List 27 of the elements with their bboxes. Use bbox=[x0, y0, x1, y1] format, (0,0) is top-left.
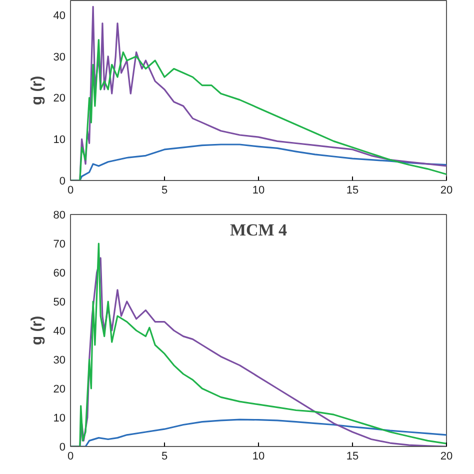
x-tick-label: 20 bbox=[440, 184, 453, 196]
x-tick-label: 5 bbox=[161, 450, 168, 462]
y-tick-label: 40 bbox=[53, 326, 66, 338]
y-tick-label: 40 bbox=[53, 10, 66, 22]
x-tick-label: 20 bbox=[440, 450, 453, 462]
x-tick-label: 15 bbox=[346, 450, 359, 462]
y-tick-label: 10 bbox=[53, 134, 66, 146]
x-tick-label: 15 bbox=[346, 184, 359, 196]
y-axis-title: g (r) bbox=[28, 316, 46, 346]
y-tick-label: 20 bbox=[53, 92, 66, 105]
y-axis-title: g (r) bbox=[28, 76, 46, 106]
x-tick-label: 10 bbox=[252, 184, 265, 196]
y-tick-label: 0 bbox=[59, 442, 66, 454]
x-tick-label: 0 bbox=[67, 184, 74, 196]
y-tick-label: 10 bbox=[53, 412, 66, 424]
y-tick-label: 30 bbox=[53, 51, 66, 64]
y-tick-label: 60 bbox=[53, 268, 66, 280]
y-tick-label: 0 bbox=[59, 176, 66, 188]
y-tick-label: 70 bbox=[53, 238, 66, 250]
chart-title: MCM 4 bbox=[230, 220, 288, 240]
y-tick-label: 20 bbox=[53, 384, 66, 396]
x-tick-label: 10 bbox=[252, 450, 265, 462]
y-tick-label: 30 bbox=[53, 354, 66, 366]
y-tick-label: 50 bbox=[53, 296, 66, 308]
x-tick-label: 5 bbox=[161, 184, 168, 196]
y-tick-label: 80 bbox=[53, 210, 66, 222]
x-tick-label: 0 bbox=[67, 450, 74, 462]
